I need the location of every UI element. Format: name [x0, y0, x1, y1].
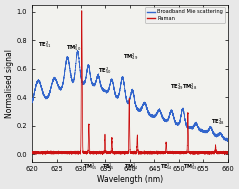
X-axis label: Wavelength (nm): Wavelength (nm)	[97, 175, 163, 184]
Text: TE$^1_{54}$: TE$^1_{54}$	[160, 161, 173, 172]
Legend: Broadband Mie scattering, Raman: Broadband Mie scattering, Raman	[146, 7, 225, 23]
Text: TM$^1_{54}$: TM$^1_{54}$	[124, 161, 138, 172]
Text: TE$^2_{50}$: TE$^2_{50}$	[98, 65, 112, 76]
Text: TM$^1_{53}$: TM$^1_{53}$	[183, 161, 197, 172]
Text: TE$^2_{49}$: TE$^2_{49}$	[170, 81, 184, 92]
Text: TE$^2_{48}$: TE$^2_{48}$	[211, 117, 224, 127]
Y-axis label: Normalised signal: Normalised signal	[5, 49, 14, 118]
Text: TM$^2_{50}$: TM$^2_{50}$	[66, 43, 82, 53]
Text: TM$^2_{49}$: TM$^2_{49}$	[123, 51, 138, 62]
Text: TM$^2_{48}$: TM$^2_{48}$	[182, 81, 198, 92]
Text: TM$^1_{55}$: TM$^1_{55}$	[83, 161, 98, 172]
Text: TE$^2_{51}$: TE$^2_{51}$	[38, 40, 52, 50]
Text: TE$^1_{55}$: TE$^1_{55}$	[102, 161, 114, 172]
